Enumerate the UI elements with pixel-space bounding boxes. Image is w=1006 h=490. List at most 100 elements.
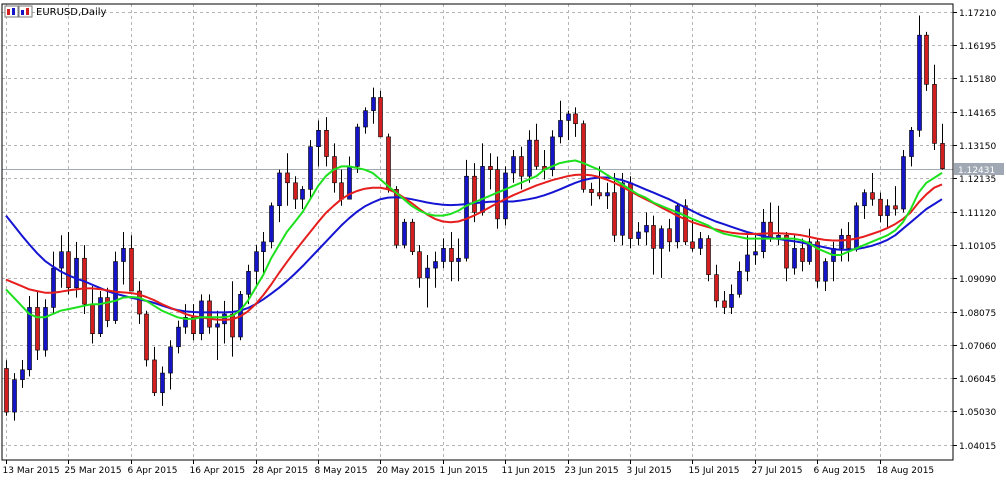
candle-bull (753, 251, 758, 256)
candle-bull (909, 130, 914, 157)
candle-bull (456, 257, 461, 262)
y-tick-label: 1.15180 (959, 75, 996, 85)
candle-bull (737, 271, 742, 295)
candle-bear (519, 156, 524, 177)
candle-bull (402, 221, 407, 246)
candle-bull (839, 234, 844, 249)
x-tick-label: 13 Mar 2015 (3, 466, 60, 476)
chart-window-icon (4, 5, 33, 18)
candle-bull (51, 267, 56, 308)
ma-mid-line (5, 173, 943, 321)
candle-bear (722, 300, 727, 308)
x-tick-label: 27 Jul 2015 (752, 466, 803, 476)
current-price-label: 1.12431 (958, 166, 995, 176)
x-tick-label: 16 Apr 2015 (190, 466, 246, 476)
x-tick-label: 15 Jul 2015 (689, 466, 740, 476)
candle-bear (488, 166, 493, 170)
candle-bull (792, 248, 797, 269)
candle-bull (511, 156, 516, 174)
candle-bull (121, 248, 126, 262)
candle-bear (612, 192, 617, 236)
candle-bear (800, 248, 805, 262)
candle-bull (215, 323, 220, 328)
candle-bull (27, 307, 32, 371)
candle-bull (371, 97, 376, 111)
candle-bull (527, 139, 532, 177)
x-tick-label: 1 Jun 2015 (440, 466, 488, 476)
candle-bull (605, 192, 610, 197)
candle-bull (246, 271, 251, 295)
candle-bear (35, 307, 40, 351)
plot-frame (1, 3, 954, 461)
candle-bull (644, 225, 649, 233)
candle-bear (285, 172, 290, 184)
x-tick-label: 6 Apr 2015 (128, 466, 178, 476)
candle-bull (316, 130, 321, 148)
candle-bear (683, 205, 688, 243)
current-price-tag (954, 163, 1004, 175)
candle-bull (355, 126, 360, 167)
candle-bear (706, 238, 711, 275)
x-tick-label: 28 Apr 2015 (253, 466, 309, 476)
candle-bear (152, 359, 157, 394)
candlesticks (4, 15, 945, 421)
x-tick-label: 25 Mar 2015 (65, 466, 122, 476)
candle-bull (433, 261, 438, 269)
candle-bull (862, 192, 867, 207)
candle-bear (137, 290, 142, 315)
candle-bear (105, 297, 110, 321)
chart-title: EURUSD,Daily (36, 7, 107, 18)
candle-bull (425, 267, 430, 279)
candle-bull (745, 254, 750, 272)
candle-bear (870, 192, 875, 200)
candle-bull (43, 307, 48, 351)
candle-bull (558, 120, 563, 138)
candle-bear (815, 241, 820, 282)
y-tick-label: 1.11120 (959, 209, 996, 219)
candle-bull (901, 156, 906, 210)
y-tick-label: 1.16195 (959, 42, 996, 52)
candle-bear (4, 368, 9, 413)
candle-bull (74, 257, 79, 289)
candle-bull (675, 205, 680, 243)
candle-bear (66, 251, 71, 289)
candle-bull (308, 146, 313, 190)
candle-bear (90, 303, 95, 334)
candle-bear (449, 248, 454, 262)
candle-bear (667, 228, 672, 243)
candle-bull (636, 231, 641, 239)
candle-bull (168, 346, 173, 374)
candle-bear (589, 189, 594, 193)
y-tick-label: 1.08075 (959, 309, 996, 319)
candle-bull (807, 241, 812, 262)
candle-bull (254, 251, 259, 272)
candle-bull (480, 166, 485, 213)
x-tick-label: 6 Aug 2015 (814, 466, 866, 476)
y-tick-label: 1.13150 (959, 142, 996, 152)
candle-bear (651, 225, 656, 249)
candle-bear (293, 182, 298, 200)
candle-bear (472, 175, 477, 213)
y-tick-label: 1.06045 (959, 375, 996, 385)
candle-bear (846, 234, 851, 249)
candle-bull (729, 294, 734, 308)
x-tick-label: 8 May 2015 (315, 466, 368, 476)
candle-bull (269, 205, 274, 243)
candle-bull (854, 205, 859, 249)
y-tick-label: 1.07060 (959, 342, 996, 352)
ma-fast-line (5, 159, 943, 320)
candle-bear (714, 274, 719, 302)
axes: 1.17210 1.16195 1.15180 1.14165 1.13150 1.121… (1, 3, 1004, 476)
candle-bull (183, 316, 188, 328)
candle-bear (924, 34, 929, 85)
candle-bear (410, 221, 415, 252)
x-tick-label: 11 Jun 2015 (502, 466, 556, 476)
candle-bull (917, 34, 922, 131)
candle-bear (144, 313, 149, 361)
candle-bull (659, 228, 664, 249)
y-tick-label: 1.17210 (959, 9, 996, 19)
y-tick-label: 1.09090 (959, 275, 996, 285)
x-tick-label: 20 May 2015 (377, 466, 436, 476)
